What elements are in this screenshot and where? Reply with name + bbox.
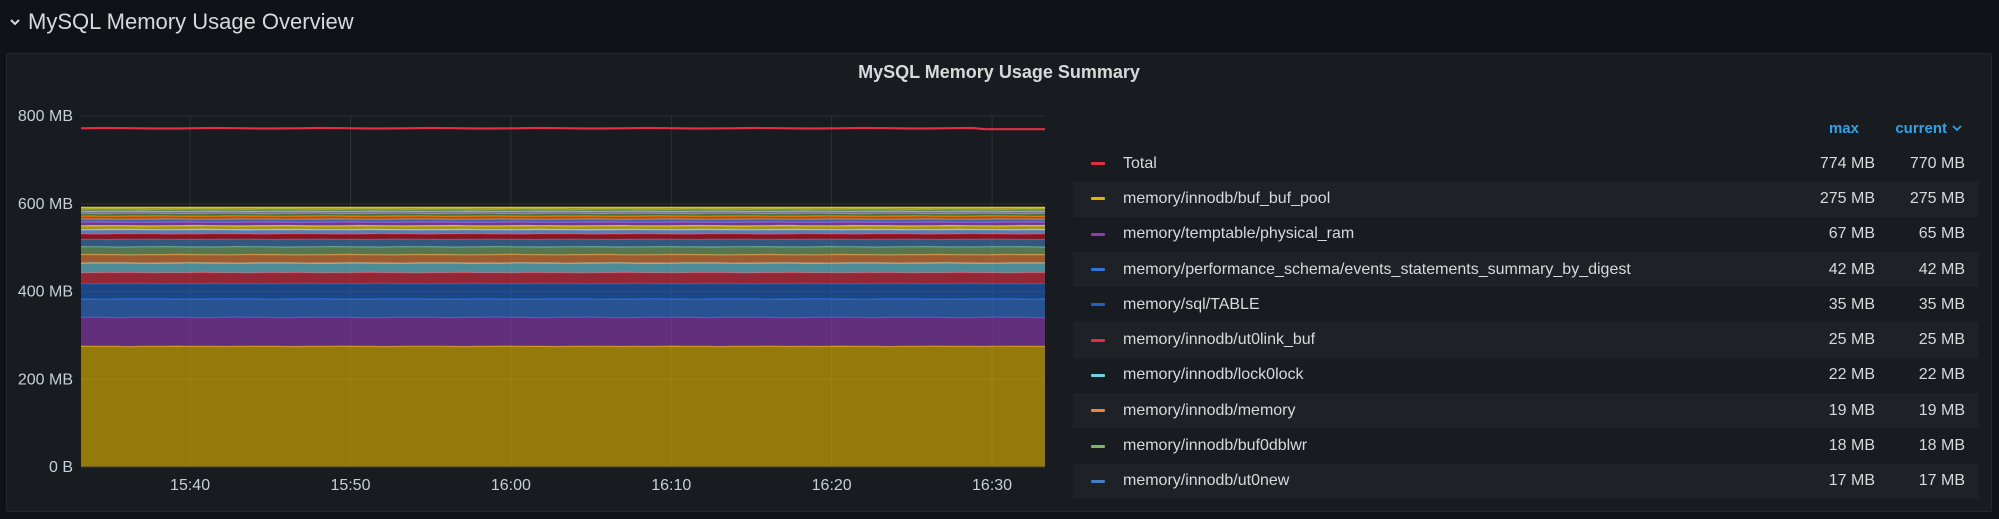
y-tick-label: 800 MB [18,108,73,125]
legend-swatch[interactable] [1091,268,1105,272]
legend-max-value: 774 MB [1819,154,1875,172]
legend-current-label: current [1895,119,1947,137]
legend-swatch[interactable] [1091,303,1105,307]
x-tick-label: 15:50 [330,477,370,494]
x-tick-label: 15:40 [170,477,210,494]
legend-series-name[interactable]: memory/innodb/memory [1123,401,1296,419]
legend-current-value: 275 MB [1909,189,1965,207]
area-memory-temptable-physical-ram [81,317,1045,347]
legend-current-value: 18 MB [1918,437,1965,455]
x-tick-label: 16:00 [491,477,531,494]
panel-title[interactable]: MySQL Memory Usage Summary [858,62,1140,82]
legend-series-name[interactable]: memory/performance_schema/events_stateme… [1123,260,1631,278]
y-tick-label: 400 MB [18,284,73,301]
legend-current-value: 25 MB [1918,331,1965,349]
legend-sort-max[interactable]: max [1828,119,1859,137]
legend-swatch[interactable] [1091,444,1105,448]
legend-series-name[interactable]: memory/innodb/buf_buf_pool [1123,189,1331,207]
legend-row[interactable]: memory/temptable/physical_ram 67 MB 65 MB [1073,217,1979,252]
area-band [81,229,1045,235]
x-tick-label: 16:10 [651,477,691,494]
legend-current-value: 42 MB [1918,260,1965,278]
legend-max-value: 19 MB [1828,401,1875,419]
legend-swatch[interactable] [1091,232,1105,236]
legend-row[interactable]: memory/innodb/ut0new 17 MB 17 MB [1073,463,1979,499]
chevron-down-icon [1952,125,1962,132]
row-header[interactable]: MySQL Memory Usage Overview [0,0,1999,44]
legend-sort-current[interactable]: current [1859,120,1979,137]
legend-current-value: 65 MB [1918,225,1965,243]
legend-current-value: 22 MB [1918,366,1965,384]
area-band [81,233,1045,240]
row-title: MySQL Memory Usage Overview [28,9,354,34]
legend-header: max current [1073,110,1979,146]
legend-max-value: 67 MB [1828,225,1875,243]
legend-max-value: 22 MB [1828,366,1875,384]
legend-row[interactable]: memory/innodb/buf0dblwr 18 MB 18 MB [1073,428,1979,463]
series-line-total [80,126,1045,131]
legend-swatch[interactable] [1091,338,1105,342]
legend-row[interactable]: memory/innodb/buf_buf_pool 275 MB 275 MB [1073,181,1979,217]
legend-current-value: 19 MB [1918,401,1965,419]
y-tick-label: 0 B [49,459,73,476]
legend-series-name[interactable]: memory/innodb/ut0new [1123,472,1290,490]
area-memory-innodb-buf-buf-pool [81,346,1045,467]
legend-current-value: 17 MB [1918,472,1965,490]
legend-max-value: 25 MB [1828,331,1875,349]
legend-series-name[interactable]: memory/innodb/ut0link_buf [1123,331,1316,349]
legend-series-name[interactable]: memory/sql/TABLE [1123,295,1260,313]
legend-rows: Total 774 MB 770 MB memory/innodb/buf_buf_p… [1073,146,1979,499]
x-tick-label: 16:30 [972,477,1012,494]
legend-max-value: 275 MB [1819,189,1875,207]
legend-row[interactable]: memory/performance_schema/events_stateme… [1073,251,1979,288]
legend-max-value: 17 MB [1828,472,1875,490]
y-tick-label: 600 MB [18,196,73,213]
area-memory-innodb-buf0dblwr [81,246,1045,255]
legend-row[interactable]: memory/sql/TABLE 35 MB 35 MB [1073,287,1979,322]
legend-row[interactable]: Total 774 MB 770 MB [1073,146,1979,181]
legend: max current Total 774 MB 770 MB memory/inno… [1073,110,1979,499]
legend-swatch[interactable] [1091,479,1105,483]
area-memory-innodb-lock0lock [81,262,1045,273]
legend-max-value: 42 MB [1828,260,1875,278]
legend-row[interactable]: memory/innodb/memory 19 MB 19 MB [1073,393,1979,429]
chevron-down-icon[interactable] [8,15,22,29]
legend-row[interactable]: memory/innodb/ut0link_buf 25 MB 25 MB [1073,322,1979,358]
legend-series-name[interactable]: memory/innodb/buf0dblwr [1123,437,1308,455]
area-band [81,213,1045,217]
area-memory-innodb-memory [81,254,1045,264]
area-band [81,225,1045,230]
y-tick-label: 200 MB [18,371,73,388]
legend-swatch[interactable] [1091,409,1105,413]
area-memory-innodb-ut0link-buf [81,272,1045,284]
area-memory-sql-table [81,283,1045,300]
area-memory-innodb-ut0new [81,239,1045,247]
legend-max-value: 18 MB [1828,437,1875,455]
legend-swatch[interactable] [1091,373,1105,377]
legend-current-value: 35 MB [1918,295,1965,313]
x-tick-label: 16:20 [812,477,852,494]
legend-swatch[interactable] [1091,197,1105,201]
stacked-area-chart: 0 B 200 MB 400 MB 600 MB 800 MB 15:40 15:50 16:… [18,108,1046,494]
legend-row[interactable]: memory/innodb/lock0lock 22 MB 22 MB [1073,358,1979,393]
legend-swatch[interactable] [1091,162,1105,166]
legend-series-name[interactable]: Total [1123,154,1157,172]
legend-series-name[interactable]: memory/innodb/lock0lock [1123,366,1304,384]
legend-current-value: 770 MB [1909,154,1965,172]
legend-max-value: 35 MB [1828,295,1875,313]
legend-series-name[interactable]: memory/temptable/physical_ram [1123,225,1355,243]
memory-usage-panel: MySQL Memory Usage Summary 0 B 200 MB 400 … [6,53,1992,512]
area-memory-performance-schema-events-statements-summary-by-digest [81,298,1045,318]
